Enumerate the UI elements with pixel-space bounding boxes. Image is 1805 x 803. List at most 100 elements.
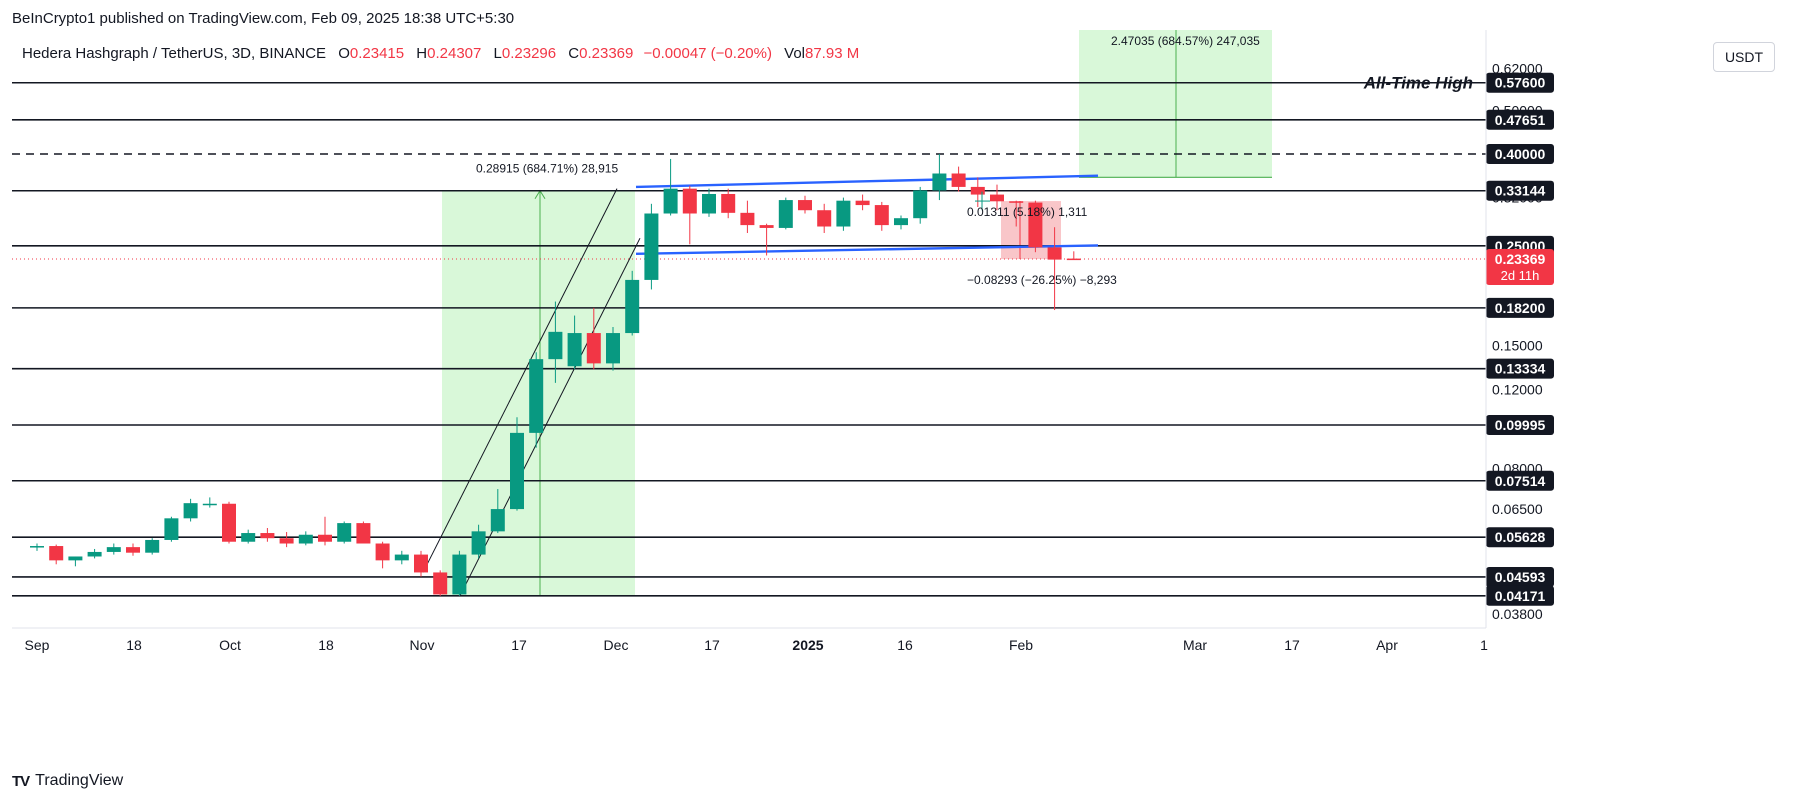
candle-body (1047, 247, 1062, 260)
candle-body (1066, 258, 1081, 261)
level-badge (1486, 585, 1554, 606)
level-badge (1486, 566, 1554, 587)
close-label: C (568, 45, 580, 62)
candle-body (106, 547, 121, 552)
candle-body (663, 188, 678, 214)
candle-body (452, 554, 467, 595)
candle-body (990, 194, 1004, 202)
price-tick-label: 0.15000 (1492, 338, 1543, 354)
candle-body (586, 333, 601, 364)
time-tick-label: Nov (410, 637, 435, 653)
time-tick-label: Oct (219, 637, 241, 653)
rally-annotation: 0.28915 (684.71%) 28,915 (476, 162, 618, 176)
range-channel-upper (635, 174, 1099, 189)
time-tick-label: Dec (604, 637, 629, 653)
time-tick-label: 17 (511, 637, 527, 653)
volume-label: Vol (784, 45, 805, 62)
candle-body (164, 518, 179, 540)
time-tick-label: 17 (1284, 637, 1300, 653)
drop-annotation: −0.08293 (−26.25%) −8,293 (967, 273, 1117, 287)
time-tick-label: Mar (1183, 637, 1207, 653)
change-value: −0.00047 (−0.20%) (643, 45, 772, 62)
level-badge (1486, 527, 1554, 548)
ascending-channel-lower (459, 237, 641, 597)
level-badge (1486, 297, 1554, 318)
candle-body (356, 523, 371, 544)
time-tick-label: 1 (1480, 637, 1488, 653)
candle-body (567, 333, 582, 367)
candle-body (778, 200, 793, 228)
candle-body (702, 193, 716, 214)
candle-body (740, 212, 755, 226)
candle-body (970, 186, 985, 195)
level-badge (1486, 109, 1554, 130)
candle-body (490, 509, 505, 532)
tradingview-brand: TV TradingView (12, 772, 123, 790)
candle-body (625, 279, 640, 334)
high-value: 0.24307 (427, 45, 482, 62)
symbol-legend: Hedera Hashgraph / TetherUS, 3D, BINANCE… (22, 45, 859, 62)
candle-body (202, 503, 217, 506)
candle-body (913, 190, 928, 219)
candle-body (394, 554, 409, 561)
candle-body (836, 200, 851, 227)
level-badge (1486, 415, 1554, 435)
time-tick-label: 18 (318, 637, 334, 653)
candle-body (951, 173, 966, 187)
candle-body (375, 543, 390, 561)
level-badge (1486, 470, 1554, 491)
candle-body (817, 210, 832, 227)
time-tick-label: Feb (1009, 637, 1033, 653)
all-time-high-label: All-Time High (1363, 74, 1473, 93)
candle-body (241, 533, 256, 542)
candle-body (183, 503, 198, 519)
level-badge-label: 0.05628 (1495, 529, 1546, 545)
level-badge (1486, 180, 1554, 201)
low-value: 0.23296 (501, 45, 557, 62)
candle-body (414, 554, 428, 573)
time-tick-label: 17 (704, 637, 720, 653)
currency-button[interactable]: USDT (1713, 42, 1775, 72)
candle-body (222, 503, 236, 542)
candle-body (68, 556, 83, 561)
current-price-label: 0.23369 (1495, 251, 1546, 267)
level-badge-label: 0.47651 (1495, 112, 1546, 128)
candle-body (145, 539, 160, 553)
ascending-channel-upper (422, 188, 618, 573)
candle-body (126, 547, 140, 553)
candle-body (1009, 201, 1024, 203)
open-value: 0.23415 (349, 45, 405, 62)
level-badge-label: 0.09995 (1495, 417, 1546, 433)
countdown-label: 2d 11h (1501, 268, 1540, 283)
candle-body (1028, 202, 1043, 248)
level-badge-label: 0.18200 (1495, 300, 1546, 316)
time-tick-label: 18 (126, 637, 142, 653)
candle-body (471, 531, 486, 555)
price-tick-label: 0.03800 (1492, 606, 1543, 622)
tradingview-brand-name: TradingView (35, 772, 124, 789)
candle-body (529, 359, 544, 433)
close-value: 0.23369 (579, 45, 634, 62)
candle-body (855, 200, 870, 206)
time-tick-label: Sep (25, 637, 50, 653)
candle-body (279, 538, 294, 544)
level-badge (1486, 358, 1554, 379)
level-badge-label: 0.57600 (1495, 75, 1546, 91)
candle-body (49, 546, 64, 561)
price-tick-label: 0.62000 (1492, 60, 1543, 76)
candle-body (606, 333, 620, 364)
candle-body (682, 188, 697, 214)
current-price-badge (1486, 249, 1554, 286)
candle-body (721, 193, 736, 213)
candle-body (548, 331, 563, 360)
high-label: H (416, 45, 428, 62)
time-tick-label: 2025 (792, 637, 823, 653)
candle-body (433, 572, 448, 595)
projection-annotation: 2.47035 (684.57%) 247,035 (1111, 34, 1260, 48)
candle-body (30, 546, 44, 548)
volume-value: 87.93 M (805, 45, 860, 62)
candle-body (298, 534, 313, 544)
candle-body (260, 533, 275, 539)
open-label: O (338, 45, 350, 62)
